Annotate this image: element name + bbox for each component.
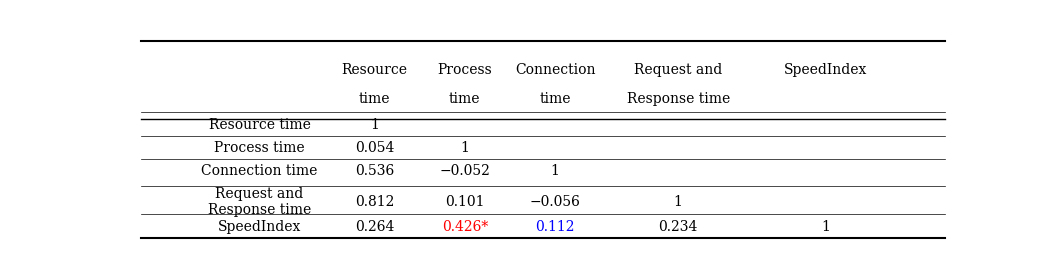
- Text: time: time: [539, 92, 571, 106]
- Text: SpeedIndex: SpeedIndex: [785, 63, 867, 77]
- Text: 1: 1: [370, 118, 379, 132]
- Text: Resource time: Resource time: [209, 118, 310, 132]
- Text: −0.052: −0.052: [439, 164, 490, 178]
- Text: Resource: Resource: [341, 63, 408, 77]
- Text: Request and
Response time: Request and Response time: [208, 187, 311, 217]
- Text: 0.536: 0.536: [355, 164, 394, 178]
- Text: Request and: Request and: [634, 63, 722, 77]
- Text: Process: Process: [437, 63, 492, 77]
- Text: Response time: Response time: [627, 92, 730, 106]
- Text: −0.056: −0.056: [530, 195, 580, 209]
- Text: 0.264: 0.264: [355, 220, 394, 234]
- Text: time: time: [449, 92, 481, 106]
- Text: Connection time: Connection time: [201, 164, 318, 178]
- Text: 0.112: 0.112: [535, 220, 575, 234]
- Text: time: time: [359, 92, 390, 106]
- Text: 0.054: 0.054: [355, 141, 394, 155]
- Text: 1: 1: [551, 164, 559, 178]
- Text: 1: 1: [461, 141, 469, 155]
- Text: SpeedIndex: SpeedIndex: [218, 220, 301, 234]
- Text: 0.812: 0.812: [355, 195, 394, 209]
- Text: 1: 1: [674, 195, 683, 209]
- Text: 1: 1: [822, 220, 830, 234]
- Text: Connection: Connection: [515, 63, 595, 77]
- Text: 0.101: 0.101: [445, 195, 485, 209]
- Text: 0.234: 0.234: [659, 220, 698, 234]
- Text: Process time: Process time: [214, 141, 305, 155]
- Text: 0.426*: 0.426*: [442, 220, 488, 234]
